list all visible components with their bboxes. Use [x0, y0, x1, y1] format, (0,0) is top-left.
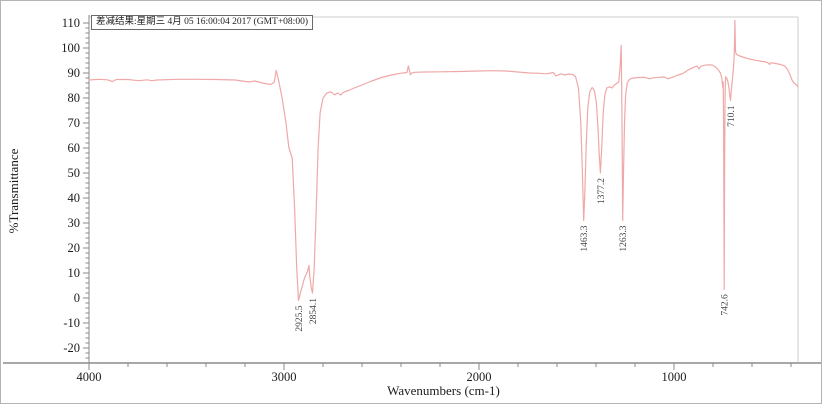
peak-label-1263.3: 1263.3 [619, 225, 629, 251]
y-axis-title: %Transmittance [6, 148, 21, 234]
y-tick-label: 110 [62, 16, 80, 30]
peak-label-2925.5: 2925.5 [295, 305, 305, 331]
y-tick-label: 20 [68, 241, 81, 255]
subtraction-result-title-box: 差减结果:星期三 4月 05 16:00:04 2017 (GMT+08:00) [91, 15, 313, 30]
y-tick-label: 100 [61, 41, 80, 55]
y-tick-label: 90 [68, 66, 81, 80]
spectrum-curve [88, 19, 799, 302]
y-tick-label: 40 [68, 191, 81, 205]
peak-label-710.1: 710.1 [727, 105, 737, 127]
x-tick-label: 2000 [467, 370, 492, 384]
y-tick-label: 50 [68, 166, 81, 180]
y-tick-label: -10 [63, 316, 80, 330]
peak-label-2854.1: 2854.1 [309, 298, 319, 324]
y-tick-label: -20 [63, 341, 80, 355]
y-tick-label: 60 [68, 141, 81, 155]
y-tick-label: 10 [68, 266, 81, 280]
y-tick-label: 0 [74, 291, 80, 305]
y-tick-label: 80 [68, 91, 81, 105]
x-tick-label: 4000 [77, 370, 102, 384]
y-tick-label: 30 [68, 216, 81, 230]
x-axis-title: Wavenumbers (cm-1) [387, 383, 500, 398]
x-tick-label: 3000 [272, 370, 297, 384]
peak-label-1463.3: 1463.3 [580, 225, 590, 251]
x-tick-label: 1000 [662, 370, 687, 384]
peak-label-742.6: 742.6 [721, 294, 731, 316]
peak-label-1377.2: 1377.2 [597, 178, 607, 204]
y-tick-label: 70 [68, 116, 81, 130]
